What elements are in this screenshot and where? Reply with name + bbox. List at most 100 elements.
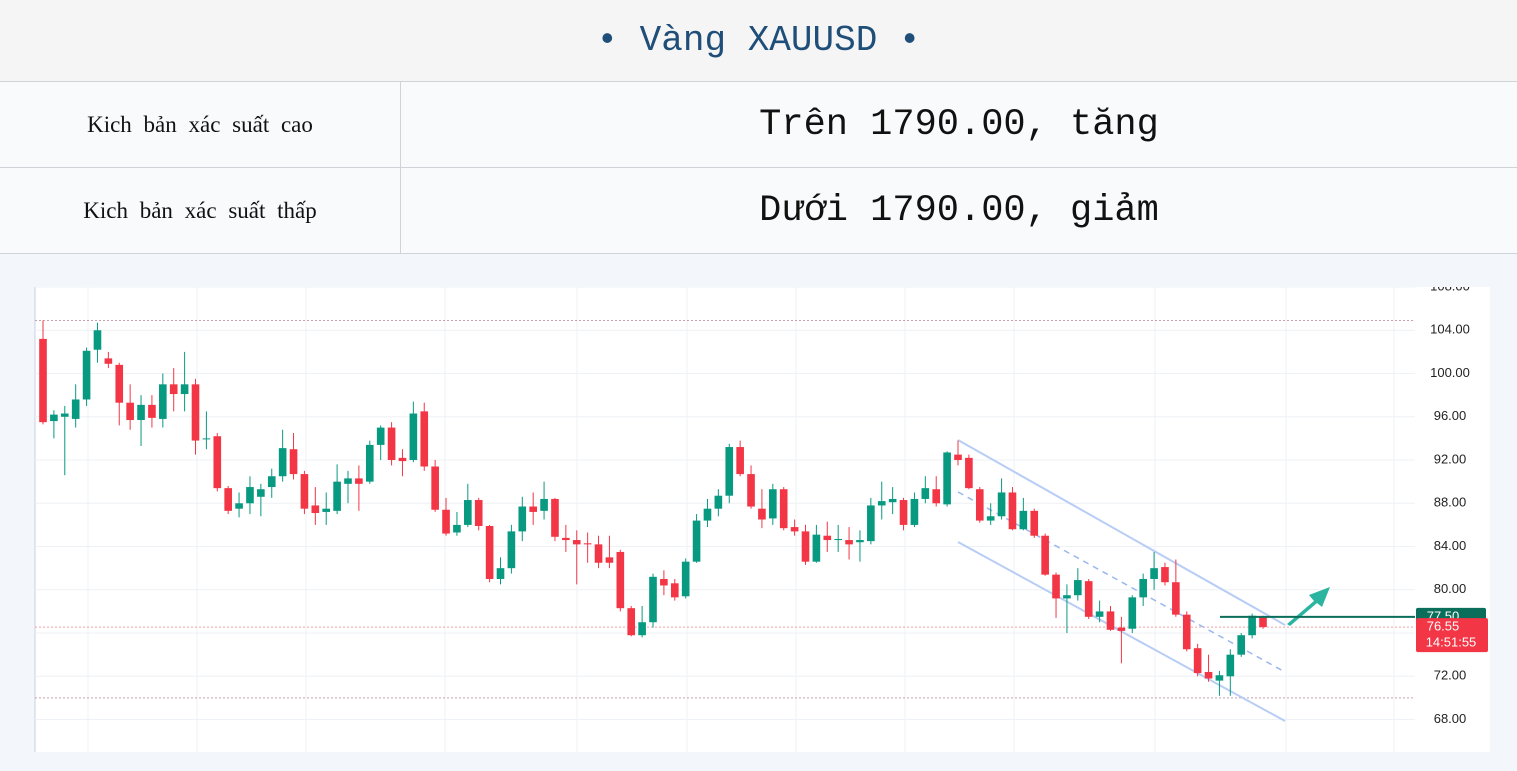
candle-body (888, 498, 897, 503)
candle-body (376, 427, 385, 445)
candle-body (1041, 535, 1049, 575)
candle-body (507, 531, 516, 569)
candle-body (1030, 510, 1039, 536)
candle-body (180, 384, 189, 395)
candle-body (670, 583, 679, 598)
candle-body (954, 454, 962, 461)
candle-body (1150, 568, 1158, 579)
candle-body (529, 506, 537, 512)
y-tick-label: 80.00 (1434, 581, 1467, 596)
candle-body (758, 508, 766, 520)
candle-body (159, 384, 167, 419)
candle-body (616, 551, 625, 609)
candle-body (1074, 580, 1082, 596)
candle-body (453, 524, 461, 533)
candle-body (213, 436, 222, 489)
candle-body (899, 500, 908, 525)
candle-body (638, 622, 646, 636)
candle-body (50, 414, 58, 422)
candle-body (333, 481, 341, 511)
candle-body (1248, 615, 1256, 636)
candle-body (714, 495, 723, 509)
plot (39, 320, 1415, 722)
candle-body (191, 384, 200, 441)
channel-line (957, 439, 1286, 626)
candle-body (551, 498, 559, 537)
title: • Vàng XAUUSD • (0, 0, 1517, 82)
candle-body (431, 466, 439, 510)
candle-body (1019, 510, 1028, 530)
candle-body (148, 404, 156, 418)
candle-body (442, 509, 450, 534)
candle-body (355, 478, 363, 484)
candle-body (224, 488, 232, 511)
candle-body (779, 489, 788, 529)
candle-body (1063, 595, 1071, 599)
y-tick-label: 100.00 (1430, 365, 1470, 380)
candle-body (965, 457, 973, 489)
candle-body (725, 447, 734, 496)
candle-body (235, 503, 243, 509)
candle-body (1161, 567, 1169, 583)
candle-body (1106, 611, 1115, 630)
candle-body (474, 500, 483, 526)
candle-body (540, 498, 548, 511)
scenario-value: Dưới 1790.00, giảm (759, 189, 1159, 232)
candle-body (365, 444, 374, 482)
candle-body (267, 476, 276, 488)
candle-body (834, 538, 842, 541)
candle-body (1193, 648, 1202, 674)
price-label: 76.55 (1427, 619, 1460, 634)
candle-body (289, 449, 298, 475)
y-tick-label: 68.00 (1434, 711, 1467, 726)
candle-body (126, 402, 134, 421)
candle-body (464, 500, 472, 525)
candle-body (649, 576, 657, 623)
y-tick-label: 108.00 (1430, 278, 1470, 293)
candle-body (692, 520, 701, 562)
candle-body (845, 540, 853, 545)
candle-body (60, 413, 69, 417)
candle-body (257, 489, 265, 497)
candle-body (1215, 675, 1224, 681)
candle-body (1226, 654, 1235, 677)
candle-body (387, 427, 396, 461)
y-tick-label: 96.00 (1434, 408, 1467, 423)
price-label-box (1416, 618, 1488, 653)
candle-body (322, 508, 331, 512)
candle-body (518, 506, 527, 532)
y-axis: 68.0072.0076.0080.0084.0088.0092.0096.00… (1416, 278, 1488, 726)
candle-body (801, 531, 810, 562)
channel-mid-line (957, 491, 1286, 673)
candle-body (1117, 627, 1126, 631)
table-row: Kich bản xác suất cao Trên 1790.00, tăng (0, 82, 1517, 168)
candle-body (115, 364, 124, 403)
candle-body (1172, 582, 1180, 615)
candle-body (910, 498, 919, 525)
candle-body (1052, 574, 1060, 599)
candle-body (496, 568, 505, 579)
candle-body (583, 543, 592, 545)
scenario-label: Kich bản xác suất thấp (0, 168, 401, 253)
countdown-label: 14:51:55 (1426, 635, 1477, 650)
candle-body (747, 474, 755, 507)
table-row: Kich bản xác suất thấp Dưới 1790.00, giả… (0, 168, 1517, 254)
candle-body (409, 413, 418, 461)
candle-body (1259, 616, 1267, 628)
candle-body (932, 489, 941, 504)
candle-body (921, 488, 930, 499)
candle-body (605, 557, 614, 563)
candle-body (93, 330, 102, 350)
candle-body (137, 404, 145, 421)
y-tick-label: 92.00 (1434, 451, 1467, 466)
candle-body (246, 487, 254, 504)
candle-body (681, 561, 690, 597)
y-tick-label: 104.00 (1430, 322, 1470, 337)
candle-body (300, 474, 309, 509)
candle-body (997, 492, 1006, 517)
scenario-value: Trên 1790.00, tăng (759, 103, 1159, 146)
candle-body (812, 534, 821, 562)
candle-body (986, 516, 995, 521)
candle-body (104, 358, 113, 364)
